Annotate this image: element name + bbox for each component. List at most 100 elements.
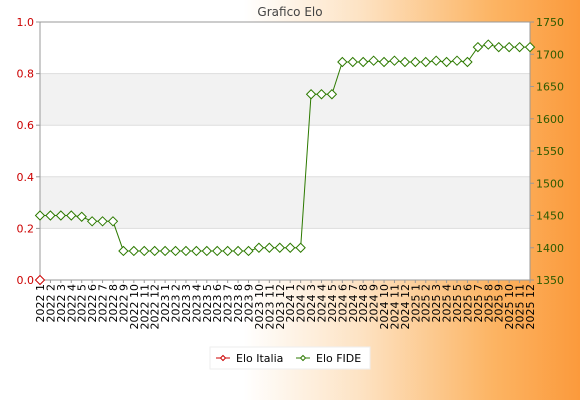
series-point-2	[264, 242, 275, 253]
series-point-2	[180, 245, 192, 257]
x-tick-label: 2024 5	[326, 284, 339, 323]
series-point-2	[212, 245, 223, 257]
legend-box	[209, 346, 371, 370]
x-tick-label: 2024 6	[336, 284, 349, 323]
x-tick-label: 2024 2	[295, 284, 308, 323]
x-tick-label: 2023 11	[263, 284, 276, 330]
x-tick-label: 2024 7	[347, 284, 360, 323]
series-point-2	[389, 55, 400, 66]
x-tick-label: 2025 3	[430, 284, 443, 323]
chart-title: Grafico Elo	[257, 5, 322, 19]
series-point-2	[170, 245, 181, 257]
series-point-2	[347, 56, 358, 68]
x-tick-label: 2022 12	[149, 284, 162, 330]
x-tick-label: 2022 10	[128, 284, 141, 330]
legend-marker-2	[299, 354, 307, 362]
series-point-2	[86, 216, 98, 227]
x-tick-label: 2022 4	[65, 284, 78, 323]
x-tick-label: 2024 4	[315, 284, 328, 323]
right-tick-label: 1350	[536, 274, 564, 287]
x-tick-label: 2025 5	[451, 284, 464, 323]
x-tick-label: 2025 9	[493, 284, 506, 323]
legend-marker-1	[219, 354, 227, 362]
series-point-2	[316, 89, 327, 100]
series-point-2	[243, 245, 254, 257]
x-tick-label: 2022 9	[117, 284, 130, 323]
series-point-1	[34, 274, 46, 286]
x-tick-label: 2022 6	[86, 284, 99, 323]
series-point-2	[159, 245, 171, 257]
series-point-2	[222, 245, 233, 257]
series-point-2	[149, 245, 160, 257]
series-point-2	[118, 245, 129, 257]
x-tick-label: 2022 11	[138, 284, 151, 330]
x-tick-label: 2023 12	[274, 284, 287, 330]
x-tick-label: 2025 11	[514, 284, 527, 330]
series-point-2	[441, 56, 452, 68]
series-point-2	[503, 41, 515, 53]
x-tick-label: 2023 6	[211, 284, 224, 323]
left-tick-label: 0.4	[17, 171, 35, 184]
x-tick-label: 2022 7	[97, 284, 110, 323]
series-point-2	[357, 56, 369, 68]
right-tick-label: 1750	[536, 16, 564, 29]
left-tick-label: 0.6	[17, 119, 35, 132]
series-point-2	[410, 56, 421, 68]
grid-band	[40, 228, 530, 280]
series-point-2	[420, 56, 431, 68]
x-tick-label: 2023 3	[180, 284, 193, 323]
series-point-2	[97, 216, 108, 227]
x-tick-label: 2024 3	[305, 284, 318, 323]
series-point-2	[34, 210, 46, 221]
series-point-2	[524, 41, 536, 53]
x-tick-label: 2022 8	[107, 284, 120, 323]
x-tick-label: 2025 12	[524, 284, 537, 330]
legend-label-2: Elo FIDE	[316, 352, 361, 365]
x-tick-label: 2024 10	[378, 284, 391, 330]
grid-band	[40, 73, 530, 126]
x-tick-label: 2023 2	[170, 284, 183, 323]
series-point-2	[295, 242, 306, 253]
series-point-2	[253, 242, 265, 253]
grid-band	[40, 22, 530, 74]
series-point-2	[274, 242, 285, 253]
grid-band	[40, 125, 530, 177]
left-tick-label: 0.8	[17, 68, 35, 81]
series-point-2	[139, 245, 150, 257]
right-tick-label: 1450	[536, 210, 564, 223]
right-tick-label: 1400	[536, 242, 564, 255]
x-tick-label: 2023 4	[190, 284, 203, 323]
right-tick-label: 1700	[536, 48, 564, 61]
x-tick-label: 2025 6	[461, 284, 474, 323]
series-point-2	[232, 245, 244, 257]
x-tick-label: 2022 3	[55, 284, 68, 323]
x-tick-label: 2024 8	[357, 284, 370, 323]
x-tick-label: 2022 1	[34, 284, 47, 323]
x-tick-label: 2022 5	[76, 284, 89, 323]
x-tick-label: 2024 11	[388, 284, 401, 330]
x-tick-label: 2025 7	[472, 284, 485, 323]
series-point-2	[337, 56, 348, 68]
series-point-2	[430, 55, 442, 66]
x-tick-label: 2025 10	[503, 284, 516, 330]
x-tick-label: 2023 8	[232, 284, 245, 323]
x-tick-label: 2023 1	[159, 284, 172, 323]
right-tick-label: 1600	[536, 113, 564, 126]
x-tick-label: 2023 10	[253, 284, 266, 330]
x-tick-label: 2025 1	[409, 284, 422, 323]
series-point-2	[128, 245, 140, 257]
x-tick-label: 2022 2	[44, 284, 57, 323]
x-tick-label: 2025 8	[482, 284, 495, 323]
series-point-2	[191, 245, 202, 257]
x-tick-label: 2025 2	[420, 284, 433, 323]
series-point-2	[55, 210, 67, 221]
series-point-2	[285, 242, 296, 253]
series-point-2	[472, 41, 484, 53]
x-tick-label: 2024 1	[284, 284, 297, 323]
series-point-2	[399, 56, 411, 68]
series-point-2	[45, 210, 56, 221]
series-point-2	[326, 89, 338, 100]
right-tick-label: 1500	[536, 177, 564, 190]
